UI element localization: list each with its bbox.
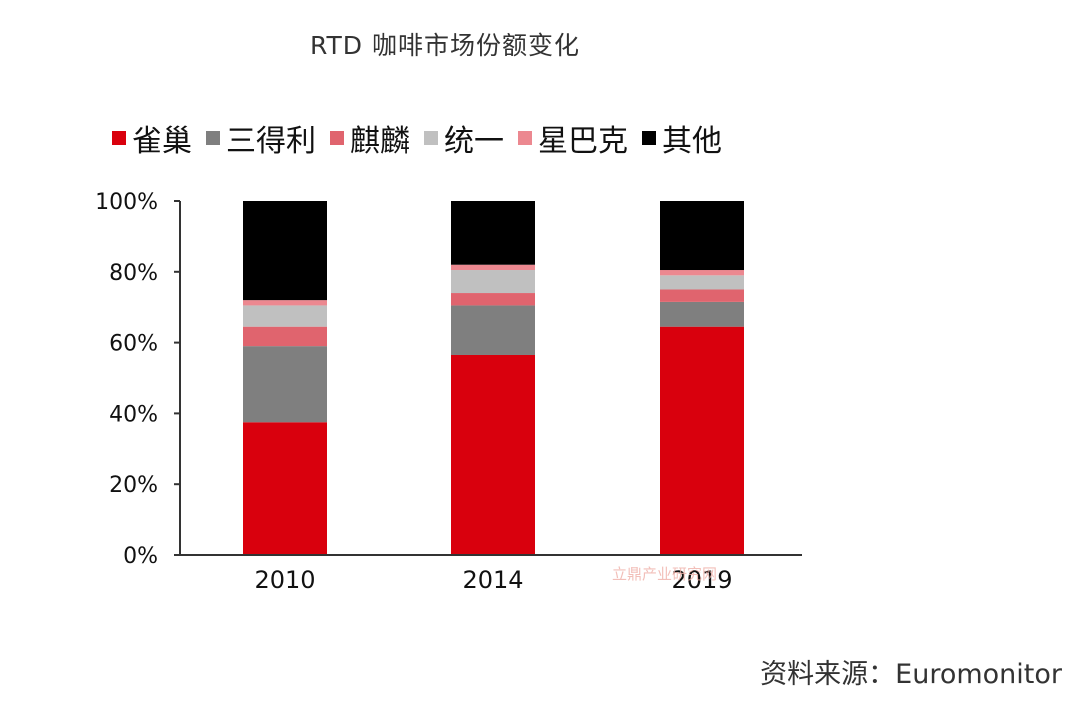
bar-segment	[451, 264, 535, 271]
bar-segment	[660, 275, 744, 290]
legend-item: 三得利	[206, 116, 316, 160]
legend-swatch	[642, 131, 656, 145]
y-tick-label: 100%	[95, 190, 158, 215]
bar-segment	[243, 300, 327, 306]
legend-swatch	[330, 131, 344, 145]
bar-segment	[660, 301, 744, 327]
bar-segment	[243, 201, 327, 301]
bar-segment	[243, 326, 327, 347]
legend-item: 雀巢	[112, 116, 192, 160]
legend-item: 星巴克	[518, 116, 628, 160]
legend-label: 三得利	[226, 124, 316, 159]
x-tick-label: 2010	[254, 566, 315, 594]
bar-segment	[243, 305, 327, 327]
legend-swatch	[518, 131, 532, 145]
legend-label: 星巴克	[538, 124, 628, 159]
bar-segment	[451, 305, 535, 355]
legend-swatch	[424, 131, 438, 145]
bar-segment	[451, 270, 535, 294]
legend-item: 其他	[642, 116, 722, 160]
legend-item: 统一	[424, 116, 504, 160]
source-note: 资料来源：Euromonitor	[760, 659, 1062, 690]
legend-swatch	[206, 131, 220, 145]
legend-label: 统一	[444, 124, 504, 159]
legend-swatch	[112, 131, 126, 145]
bar-segment	[451, 201, 535, 265]
legend-label: 雀巢	[132, 124, 192, 159]
x-tick-label: 2019	[671, 566, 732, 594]
bar-segment	[660, 326, 744, 555]
y-tick-label: 80%	[109, 261, 158, 286]
bar-segment	[660, 289, 744, 302]
bar-segment	[660, 201, 744, 271]
bar-segment	[243, 422, 327, 555]
legend-label: 麒麟	[350, 124, 410, 159]
watermark: 立鼎产业研究网	[612, 565, 718, 583]
y-tick-label: 20%	[109, 473, 158, 498]
bar-segment	[451, 293, 535, 306]
y-tick-label: 40%	[109, 402, 158, 427]
bar-segment	[451, 354, 535, 555]
y-tick-label: 60%	[109, 332, 158, 357]
chart-legend: 雀巢 三得利 麒麟 统一 星巴克 其他	[112, 116, 722, 160]
bar-segment	[243, 346, 327, 423]
y-tick-label: 0%	[123, 544, 158, 569]
x-tick-label: 2014	[462, 566, 523, 594]
bar-segment	[660, 270, 744, 276]
legend-item: 麒麟	[330, 116, 410, 160]
legend-label: 其他	[662, 124, 722, 159]
chart-title: RTD 咖啡市场份额变化	[309, 31, 581, 60]
